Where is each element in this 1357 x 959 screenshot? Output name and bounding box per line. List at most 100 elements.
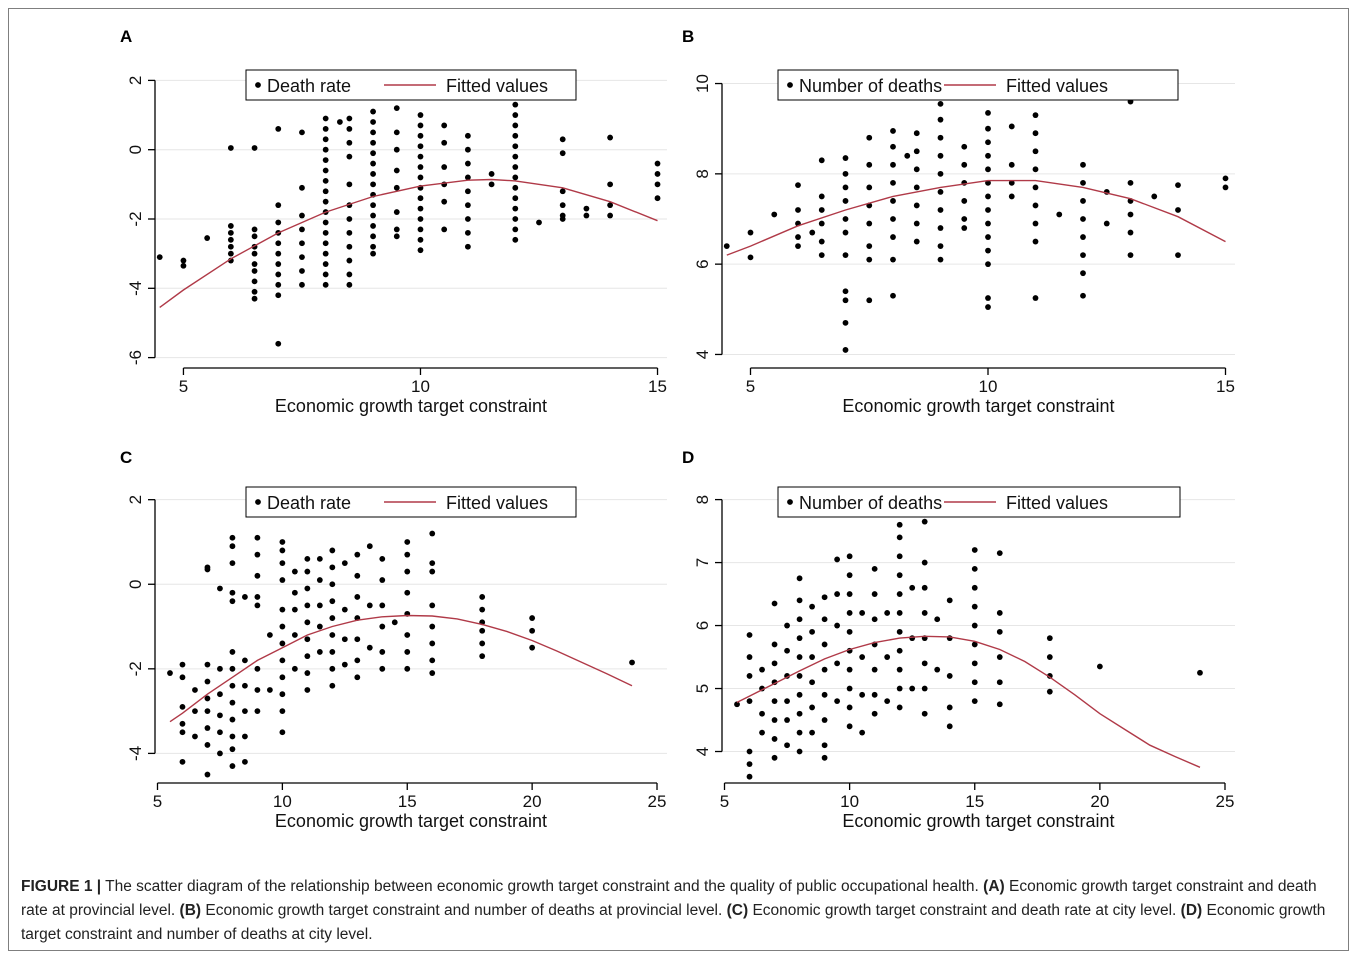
data-point (971, 679, 978, 686)
data-point (654, 171, 661, 177)
data-point (417, 164, 424, 170)
x-tick-label: 5 (720, 792, 729, 811)
data-point (996, 679, 1003, 686)
data-point (846, 591, 853, 597)
data-point (985, 125, 991, 132)
legend-label-fit: Fitted values (446, 76, 548, 96)
data-point (985, 207, 991, 213)
legend-label-points: Death rate (267, 76, 351, 96)
data-point (559, 188, 566, 195)
data-point (1127, 211, 1134, 218)
data-point (370, 150, 376, 157)
data-point (204, 742, 211, 748)
data-point (818, 238, 825, 245)
data-point (251, 278, 258, 285)
data-point (229, 543, 236, 550)
data-point (304, 653, 311, 660)
data-point (370, 171, 376, 177)
x-tick-label: 5 (179, 377, 188, 396)
y-tick-label: 6 (693, 259, 712, 268)
data-point (379, 665, 386, 672)
data-point (1032, 238, 1039, 245)
data-point (229, 746, 236, 753)
data-point (346, 257, 353, 264)
data-point (913, 130, 920, 137)
panel-b: B 4 6 8 10 5 10 15 Economic growth target constr… (682, 27, 1235, 416)
data-point (275, 250, 282, 257)
data-point (961, 225, 968, 231)
data-point (796, 635, 803, 642)
y-tick-label: -6 (126, 350, 145, 365)
data-point (846, 704, 853, 711)
data-point (322, 188, 329, 195)
data-point (441, 198, 448, 205)
data-point (1175, 252, 1181, 259)
data-point (251, 288, 258, 295)
data-point (937, 116, 944, 123)
data-point (346, 281, 353, 288)
data-point (322, 281, 329, 288)
data-point (251, 295, 258, 302)
data-point (329, 632, 336, 638)
data-point (316, 623, 323, 630)
data-point (842, 184, 849, 191)
data-point (275, 219, 282, 226)
data-point (961, 161, 968, 168)
legend: Death rate Fitted values (245, 69, 577, 101)
data-point (909, 685, 916, 692)
data-point (291, 606, 298, 613)
data-point (985, 152, 991, 159)
data-point (279, 577, 286, 583)
data-point (479, 653, 486, 660)
data-point (279, 640, 286, 647)
data-point (985, 220, 991, 227)
data-point (279, 674, 286, 681)
data-point (747, 254, 754, 261)
data-point (229, 598, 236, 605)
data-point (795, 207, 801, 213)
data-point (1175, 182, 1181, 189)
data-point (746, 698, 753, 705)
data-point (1080, 161, 1086, 168)
data-point (229, 534, 236, 541)
data-point (884, 654, 891, 660)
data-point (896, 553, 903, 560)
data-point (890, 161, 896, 168)
data-point (217, 691, 223, 698)
data-point (370, 181, 376, 188)
data-point (167, 670, 173, 676)
figure-caption: FIGURE 1 | The scatter diagram of the re… (21, 875, 1331, 947)
data-point (229, 560, 236, 567)
legend-marker-points (787, 82, 793, 88)
data-point (479, 640, 486, 647)
data-point (996, 628, 1003, 635)
data-point (583, 205, 590, 212)
data-point (946, 635, 953, 642)
data-point (529, 644, 536, 651)
data-point (254, 572, 261, 579)
data-point (796, 616, 803, 623)
panel-a: A -6 -4 -2 0 2 5 10 15 Economic growth target con… (120, 27, 667, 416)
legend-label-points: Number of deaths (799, 76, 942, 96)
data-point (896, 704, 903, 711)
data-point (279, 729, 286, 736)
data-point (1127, 179, 1134, 186)
data-point (842, 252, 849, 259)
data-point (866, 297, 873, 304)
x-tick-label: 15 (1216, 377, 1235, 396)
data-point (391, 619, 398, 626)
x-axis-title: Economic growth target constraint (842, 811, 1114, 831)
data-point (985, 247, 991, 254)
data-point (488, 171, 495, 177)
data-point (771, 660, 778, 667)
data-point (985, 139, 991, 146)
y-tick-label: 4 (693, 350, 712, 359)
data-point (299, 184, 305, 191)
legend-label-fit: Fitted values (446, 493, 548, 513)
data-point (559, 136, 566, 143)
data-point (821, 742, 828, 749)
data-point (329, 564, 336, 571)
data-point (204, 695, 211, 702)
data-point (322, 229, 329, 236)
data-point (654, 195, 661, 202)
